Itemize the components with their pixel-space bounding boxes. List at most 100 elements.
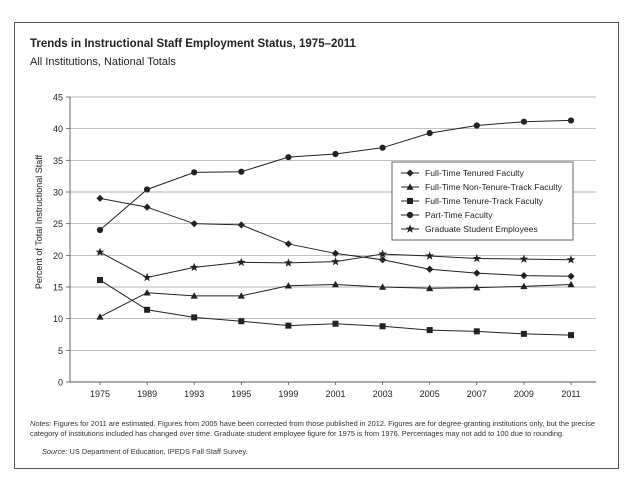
notes: Notes: Figures for 2011 are estimated. F… <box>30 419 608 439</box>
data-point <box>378 249 387 258</box>
data-point <box>143 203 151 211</box>
data-point <box>97 277 103 284</box>
x-tick-label: 1993 <box>184 389 204 399</box>
data-point <box>284 282 292 289</box>
chart-subtitle: All Institutions, National Totals <box>30 56 176 68</box>
y-tick-label: 35 <box>53 156 63 166</box>
x-tick-labels: 1975 1989 1993 1995 1999 2001 2003 2005 2007 2009… <box>90 389 581 399</box>
legend-label: Graduate Student Employees <box>425 224 538 234</box>
source: Source: US Department of Education, IPED… <box>42 447 248 456</box>
data-point <box>191 314 198 321</box>
data-point <box>520 118 528 125</box>
data-point <box>237 221 245 229</box>
data-point <box>96 194 104 202</box>
data-point <box>191 169 198 176</box>
x-tick-label: 2007 <box>467 389 487 399</box>
series-triangle <box>96 280 575 320</box>
data-point <box>331 257 340 266</box>
legend-label: Full-Time Tenure-Track Faculty <box>425 196 544 206</box>
data-point <box>190 292 198 299</box>
data-point <box>96 313 104 320</box>
data-point <box>236 257 246 267</box>
y-tick-label: 25 <box>53 219 63 229</box>
legend-marker <box>406 211 414 219</box>
series-group <box>95 117 576 339</box>
data-point <box>142 272 152 282</box>
x-tick-label: 2003 <box>373 389 393 399</box>
legend-marker <box>406 169 414 177</box>
y-tick-labels: 0 5 10 15 20 25 30 35 40 45 <box>53 93 63 388</box>
series-circle <box>96 117 575 234</box>
y-tick-label: 0 <box>58 378 63 388</box>
data-point <box>238 318 245 325</box>
legend-box <box>391 161 574 241</box>
data-point <box>285 154 292 161</box>
data-point <box>143 289 151 296</box>
data-point <box>568 332 574 339</box>
data-point <box>238 168 245 175</box>
legend-marker <box>407 198 413 204</box>
data-point <box>426 327 433 334</box>
data-point <box>96 226 104 234</box>
y-tick-label: 5 <box>58 346 63 356</box>
y-tick-label: 15 <box>53 283 63 293</box>
data-point <box>472 253 482 263</box>
data-point <box>567 280 575 288</box>
data-point <box>567 117 575 124</box>
y-axis-label: Percent of Total Instructional Staff <box>34 154 44 289</box>
data-point <box>473 269 481 277</box>
data-point <box>144 306 151 313</box>
source-text: US Department of Education, IPEDS Fall S… <box>67 447 248 456</box>
legend-marker <box>406 183 414 190</box>
data-point <box>332 150 339 158</box>
source-label: Source: <box>42 447 68 456</box>
data-point <box>379 144 386 151</box>
x-tick-label: 2009 <box>514 389 534 399</box>
series-line <box>99 283 572 318</box>
data-point <box>520 330 527 337</box>
series-star <box>95 247 576 282</box>
data-point <box>237 292 245 299</box>
data-point <box>425 251 435 260</box>
data-point <box>426 284 434 292</box>
notes-text: Figures for 2011 are estimated. Figures … <box>30 419 596 438</box>
data-point <box>331 249 340 258</box>
data-point <box>331 280 340 288</box>
data-point <box>379 256 387 264</box>
data-point <box>519 254 529 263</box>
data-point <box>473 328 480 335</box>
x-tick-label: 2005 <box>420 389 440 399</box>
y-tick-label: 45 <box>53 93 63 103</box>
data-point <box>332 320 339 327</box>
data-point <box>284 258 293 267</box>
legend: Full-Time Tenured Faculty Full-Time Non-T… <box>391 161 574 241</box>
data-point <box>520 282 528 290</box>
y-tick-label: 40 <box>53 124 63 134</box>
chart-frame <box>14 22 619 469</box>
x-tick-label: 1995 <box>231 389 251 399</box>
y-tick-label: 10 <box>53 314 63 324</box>
x-tick-label: 1989 <box>137 389 157 399</box>
y-tick-label: 30 <box>53 188 63 198</box>
legend-label: Part-Time Faculty <box>425 210 493 220</box>
y-tick-label: 20 <box>53 251 63 261</box>
data-point <box>473 122 480 129</box>
legend-label: Full-Time Non-Tenure-Track Faculty <box>425 182 563 192</box>
x-tick-label: 2011 <box>561 389 580 399</box>
notes-label: Notes: <box>30 419 52 428</box>
series-diamond <box>96 194 575 280</box>
data-point <box>189 262 199 272</box>
data-point <box>285 322 292 329</box>
data-point <box>426 130 433 137</box>
x-tick-label: 2001 <box>325 389 345 399</box>
legend-marker <box>405 224 415 233</box>
x-tick-label: 1975 <box>90 389 110 399</box>
data-point <box>190 220 198 228</box>
data-point <box>520 272 528 280</box>
data-point <box>144 186 151 193</box>
data-point <box>473 284 481 291</box>
data-point <box>95 247 105 256</box>
series-line <box>99 279 572 336</box>
x-tick-label: 1999 <box>278 389 298 399</box>
